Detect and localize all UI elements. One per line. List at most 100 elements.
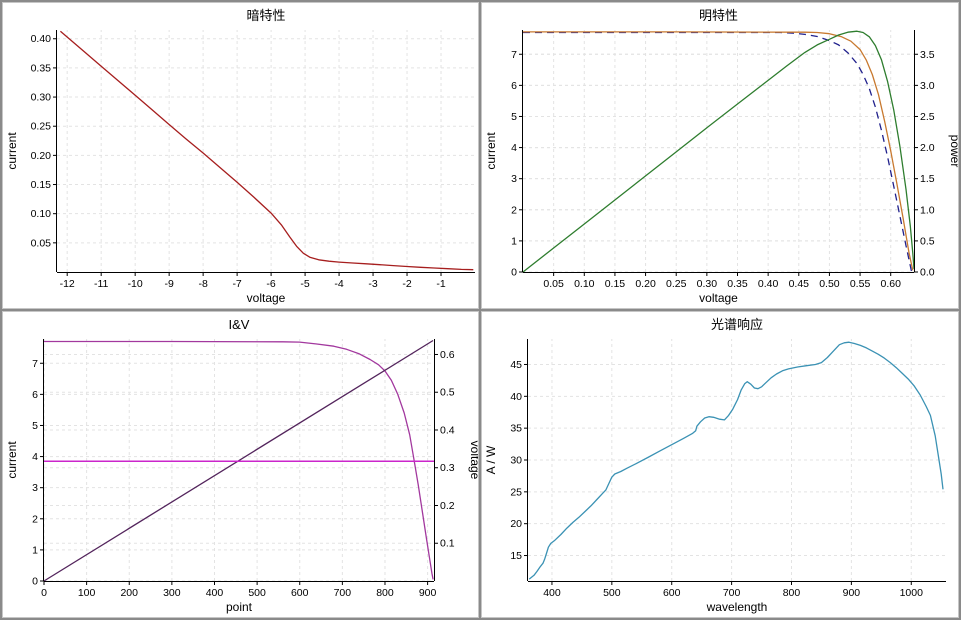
svg-text:0: 0 bbox=[32, 576, 38, 588]
svg-text:400: 400 bbox=[206, 587, 224, 599]
svg-text:25: 25 bbox=[510, 486, 522, 498]
svg-text:6: 6 bbox=[511, 80, 517, 92]
svg-text:-10: -10 bbox=[128, 278, 143, 290]
panel-light-characteristic: 0.05 0.10 0.15 0.20 0.25 0.30 0.35 0.40 0.45 0.50… bbox=[481, 2, 959, 309]
svg-text:-8: -8 bbox=[198, 278, 207, 290]
x-axis-label: voltage bbox=[247, 291, 286, 305]
panel-spectral-response: 400 500 600 700 800 900 1000 15 20 25 30 35 40 45 光谱响应… bbox=[481, 311, 959, 618]
series-fitted-current bbox=[523, 31, 914, 271]
tick-labels: 0.05 0.10 0.15 0.20 0.25 0.30 0.35 0.40 0.45 0.50… bbox=[511, 49, 935, 290]
chart-title: 明特性 bbox=[699, 8, 738, 23]
svg-text:1: 1 bbox=[511, 235, 517, 247]
svg-text:-2: -2 bbox=[402, 278, 411, 290]
panel-i-and-v: 0 100 200 300 400 500 600 700 800 900 0 1 2 3 4 5 6 7 0.1 0… bbox=[2, 311, 479, 618]
svg-text:600: 600 bbox=[663, 587, 681, 599]
svg-text:0.4: 0.4 bbox=[440, 424, 455, 436]
svg-text:0.15: 0.15 bbox=[31, 179, 52, 191]
svg-text:1: 1 bbox=[32, 544, 38, 556]
svg-text:5: 5 bbox=[511, 111, 517, 123]
svg-text:0.2: 0.2 bbox=[440, 500, 455, 512]
axes bbox=[56, 30, 475, 273]
svg-text:0.50: 0.50 bbox=[819, 278, 840, 290]
svg-text:35: 35 bbox=[510, 423, 522, 435]
tick-marks bbox=[519, 53, 918, 276]
svg-text:40: 40 bbox=[510, 391, 522, 403]
tick-marks bbox=[40, 353, 438, 585]
svg-text:0.20: 0.20 bbox=[31, 150, 52, 162]
series-dark-current bbox=[59, 30, 474, 271]
svg-text:0.0: 0.0 bbox=[920, 267, 935, 279]
y-axis-label: current bbox=[484, 132, 498, 170]
svg-text:900: 900 bbox=[419, 587, 437, 599]
svg-text:3.5: 3.5 bbox=[920, 49, 935, 61]
svg-text:0.20: 0.20 bbox=[635, 278, 656, 290]
svg-text:300: 300 bbox=[163, 587, 181, 599]
svg-text:0.05: 0.05 bbox=[543, 278, 564, 290]
svg-text:0.10: 0.10 bbox=[31, 208, 52, 220]
x-axis-label: wavelength bbox=[706, 600, 768, 614]
svg-text:-11: -11 bbox=[94, 278, 109, 290]
svg-text:-3: -3 bbox=[368, 278, 377, 290]
y-axis-label: current bbox=[5, 132, 19, 170]
svg-text:0.3: 0.3 bbox=[440, 462, 455, 474]
svg-text:0.60: 0.60 bbox=[880, 278, 901, 290]
svg-text:0.15: 0.15 bbox=[605, 278, 626, 290]
series-measured-current bbox=[523, 31, 913, 272]
svg-text:100: 100 bbox=[78, 587, 96, 599]
svg-text:2: 2 bbox=[32, 513, 38, 525]
svg-text:600: 600 bbox=[291, 587, 309, 599]
svg-text:0.5: 0.5 bbox=[440, 387, 455, 399]
svg-text:0: 0 bbox=[511, 267, 517, 279]
svg-text:2.5: 2.5 bbox=[920, 111, 935, 123]
axes bbox=[522, 30, 915, 273]
svg-text:0.1: 0.1 bbox=[440, 538, 455, 550]
panel-dark-characteristic: -12 -11 -10 -9 -8 -7 -6 -5 -4 -3 -2 -1 0.05 0.10 0.15 0… bbox=[2, 2, 479, 309]
svg-text:200: 200 bbox=[120, 587, 138, 599]
series-current-vs-point bbox=[44, 340, 434, 580]
svg-text:0.40: 0.40 bbox=[31, 33, 52, 45]
svg-text:0.40: 0.40 bbox=[758, 278, 779, 290]
svg-text:0.6: 0.6 bbox=[440, 349, 455, 361]
svg-text:-9: -9 bbox=[164, 278, 173, 290]
y2-axis-label: power bbox=[948, 135, 958, 168]
gridlines bbox=[57, 30, 475, 272]
svg-text:-12: -12 bbox=[60, 278, 75, 290]
svg-text:3: 3 bbox=[32, 482, 38, 494]
svg-text:1.0: 1.0 bbox=[920, 204, 935, 216]
chart-title: 光谱响应 bbox=[711, 317, 763, 332]
svg-text:2.0: 2.0 bbox=[920, 142, 935, 154]
svg-text:900: 900 bbox=[843, 587, 861, 599]
svg-text:0.5: 0.5 bbox=[920, 235, 935, 247]
svg-text:700: 700 bbox=[334, 587, 352, 599]
svg-text:0.35: 0.35 bbox=[727, 278, 748, 290]
gridlines bbox=[528, 339, 946, 581]
svg-text:0.25: 0.25 bbox=[31, 121, 52, 133]
chart-i-and-v: 0 100 200 300 400 500 600 700 800 900 0 1 2 3 4 5 6 7 0.1 0… bbox=[5, 317, 478, 614]
svg-text:2: 2 bbox=[511, 204, 517, 216]
gridlines bbox=[523, 30, 914, 273]
tick-labels: 400 500 600 700 800 900 1000 15 20 25 30 35 40 45 bbox=[510, 359, 923, 599]
svg-text:700: 700 bbox=[723, 587, 741, 599]
svg-text:800: 800 bbox=[376, 587, 394, 599]
svg-text:1.5: 1.5 bbox=[920, 173, 935, 185]
tick-labels: 0 100 200 300 400 500 600 700 800 900 0 1 2 3 4 5 6 7 0.1 0… bbox=[32, 349, 455, 599]
svg-text:1000: 1000 bbox=[900, 587, 924, 599]
chart-light-characteristic: 0.05 0.10 0.15 0.20 0.25 0.30 0.35 0.40 0.45 0.50… bbox=[484, 8, 958, 305]
tick-marks bbox=[53, 38, 442, 276]
x-axis-label: point bbox=[226, 600, 253, 614]
svg-text:4: 4 bbox=[511, 142, 517, 154]
x-axis-label: voltage bbox=[699, 291, 738, 305]
svg-text:-7: -7 bbox=[232, 278, 241, 290]
svg-text:800: 800 bbox=[783, 587, 801, 599]
svg-text:400: 400 bbox=[543, 587, 561, 599]
svg-text:20: 20 bbox=[510, 518, 522, 530]
svg-text:0.30: 0.30 bbox=[697, 278, 718, 290]
svg-text:500: 500 bbox=[603, 587, 621, 599]
svg-text:7: 7 bbox=[32, 358, 38, 370]
svg-text:7: 7 bbox=[511, 49, 517, 61]
svg-text:0.05: 0.05 bbox=[31, 237, 52, 249]
svg-text:30: 30 bbox=[510, 455, 522, 467]
svg-text:-4: -4 bbox=[334, 278, 343, 290]
tick-labels: -12 -11 -10 -9 -8 -7 -6 -5 -4 -3 -2 -1 0.05 0.10 0.15 0… bbox=[31, 33, 446, 290]
